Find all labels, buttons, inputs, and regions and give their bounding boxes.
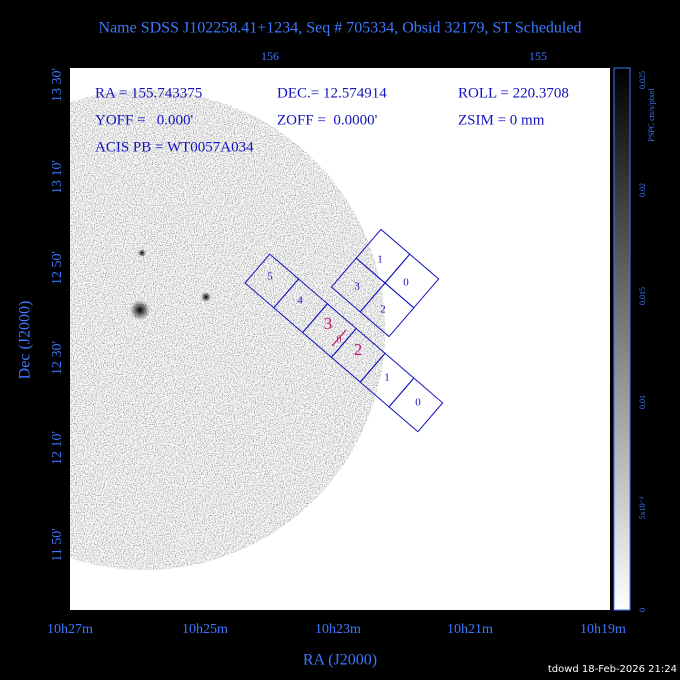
info-text: RA = 155.743375 [95, 85, 202, 101]
footer: tdowd 18-Feb-2026 21:24 [548, 664, 677, 675]
source [138, 249, 146, 257]
info-text: DEC.= 12.574914 [277, 85, 387, 101]
y-axis-label: Dec (J2000) [17, 301, 34, 380]
chip-label: 2 [380, 304, 386, 316]
x-tick-label: 10h23m [315, 622, 361, 637]
x-axis-label: RA (J2000) [303, 652, 377, 669]
x-tick-label: 10h25m [182, 622, 228, 637]
chip-label: 2 [354, 340, 363, 359]
info-text: ZSIM = 0 mm [458, 112, 545, 128]
chip-label: 1 [377, 254, 383, 266]
source [201, 292, 211, 302]
info-text: ROLL = 220.3708 [458, 85, 569, 101]
colorbar-tick: 0.025 [638, 71, 647, 89]
y-tick-label: 13 10' [50, 160, 65, 194]
chip-label: 0 [415, 397, 421, 409]
colorbar-tick: 0.02 [638, 183, 647, 197]
top-tick-label: 155 [529, 49, 547, 63]
chip-label: 5 [267, 271, 273, 283]
info-text: YOFF = 0.000' [95, 112, 194, 128]
chip-label: 0 [403, 277, 409, 289]
top-tick-label: 156 [261, 49, 279, 63]
colorbar-tick: 0.015 [638, 287, 647, 305]
chip-label: 4 [297, 295, 303, 307]
chip-label: 3 [324, 314, 333, 333]
y-tick-label: 12 30' [50, 341, 65, 375]
x-tick-label: 10h19m [580, 622, 626, 637]
s-array [244, 253, 444, 433]
colorbar-tick: 0.01 [638, 395, 647, 409]
info-text: ACIS PB = WT0057A034 [95, 139, 254, 155]
y-tick-label: 12 10' [50, 431, 65, 465]
y-tick-label: 13 30' [50, 68, 65, 102]
info-text: ZOFF = 0.0000' [277, 112, 378, 128]
i-array [330, 228, 440, 338]
aim-label: 0 [337, 334, 342, 345]
colorbar-tick: 5x10⁻³ [638, 496, 647, 519]
chip-label: 1 [384, 372, 390, 384]
colorbar-unit: PSPC cts/s/pixel [647, 88, 656, 142]
x-tick-label: 10h27m [47, 622, 93, 637]
colorbar-tick: 0 [638, 608, 647, 612]
title: Name SDSS J102258.41+1234, Seq # 705334,… [99, 20, 582, 37]
chip-label: 3 [354, 281, 360, 293]
aim-cross [331, 329, 347, 347]
y-tick-label: 12 50' [50, 251, 65, 285]
source [130, 300, 150, 320]
y-tick-label: 11 50' [50, 528, 65, 562]
colorbar [613, 67, 631, 611]
x-tick-label: 10h21m [447, 622, 493, 637]
